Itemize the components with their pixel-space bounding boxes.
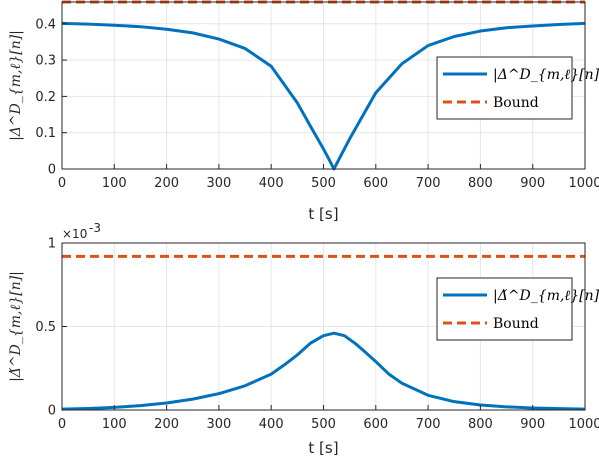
x-tick-label: 100	[102, 176, 127, 191]
y-axis-label: |Δ̌^D_{m,ℓ}[n]|	[8, 271, 24, 382]
x-tick-label: 700	[416, 176, 441, 191]
y-tick-label: 0	[48, 404, 56, 419]
y-tick-label: 0.2	[35, 90, 56, 105]
plot-2: 0 100 200 300 400 500 600 700 800 900 1000 0 0.5 1 t […	[8, 221, 599, 457]
y-axis-label: |Δ^D_{m,ℓ}[n]|	[8, 30, 24, 141]
x-tick-label: 0	[58, 176, 66, 191]
x-tick-label: 400	[259, 417, 284, 432]
x-tick-label: 400	[259, 176, 284, 191]
x-tick-label: 0	[58, 417, 66, 432]
x-tick-label: 900	[520, 176, 545, 191]
y-tick-label: 0.1	[35, 126, 56, 141]
x-tick-label: 700	[416, 417, 441, 432]
x-tick-label: 800	[468, 417, 493, 432]
y-exponent-power: -3	[89, 221, 101, 235]
x-tick-label: 500	[311, 417, 336, 432]
x-axis-label: t [s]	[308, 205, 338, 223]
x-tick-label: 900	[520, 417, 545, 432]
x-tick-label: 600	[363, 417, 388, 432]
x-tick-label: 200	[154, 417, 179, 432]
x-tick-label: 600	[363, 176, 388, 191]
x-tick-label: 100	[102, 417, 127, 432]
legend-bound-label: Bound	[493, 95, 539, 111]
x-tick-label: 1000	[568, 417, 599, 432]
x-tick-label: 200	[154, 176, 179, 191]
legend-series-label: |Δ̌^D_{m,ℓ}[n]|	[493, 288, 599, 304]
x-tick-label: 800	[468, 176, 493, 191]
x-tick-label: 500	[311, 176, 336, 191]
x-axis-label: t [s]	[308, 439, 338, 457]
x-tick-label: 300	[206, 417, 231, 432]
y-tick-label: 0	[48, 163, 56, 178]
y-tick-label: 0.4	[35, 17, 56, 32]
y-exponent-label: ×10	[62, 227, 87, 241]
y-tick-label: 1	[48, 237, 56, 252]
plot-1: 0 100 200 300 400 500 600 700 800 900 1000 0 0.1 0.2 0…	[8, 2, 599, 223]
legend-series-label: |Δ^D_{m,ℓ}[n]|	[493, 67, 599, 83]
x-tick-label: 300	[206, 176, 231, 191]
x-tick-label: 1000	[568, 176, 599, 191]
legend-bound-label: Bound	[493, 316, 539, 332]
y-tick-label: 0.3	[35, 54, 56, 69]
y-tick-label: 0.5	[35, 320, 56, 335]
